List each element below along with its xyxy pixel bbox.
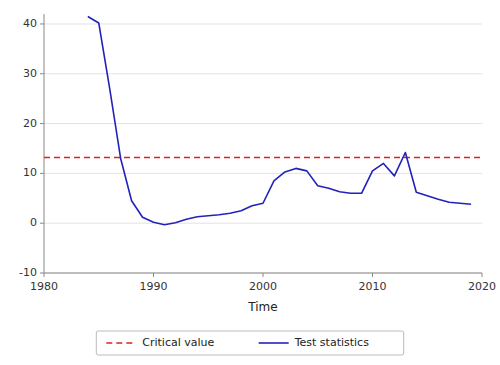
grid-line [44,123,482,124]
x-tick-label: 2000 [249,280,277,293]
legend: Critical value Test statistics [96,331,403,355]
x-tick [482,273,483,277]
grid-line [44,23,482,24]
chart: -10 0 10 20 30 40 1980 1990 2000 2010 2020 Time Crit… [0,0,500,365]
grid-line [44,173,482,174]
legend-swatch [259,342,289,344]
y-tick-label: 0 [30,216,37,229]
grid-line [44,273,482,274]
x-axis-line [44,273,482,274]
x-tick [372,273,373,277]
grid [44,24,482,273]
y-tick [40,73,44,74]
data [44,16,482,224]
x-tick [153,273,154,277]
x-tick-label: 2020 [468,280,496,293]
x-tick [44,273,45,277]
y-tick [40,173,44,174]
y-tick [40,123,44,124]
y-tick-label: 40 [23,17,37,30]
y-axis-line [44,14,45,273]
legend-label: Critical value [142,336,214,349]
grid-line [44,73,482,74]
grid-line [44,223,482,224]
legend-swatch [106,342,136,344]
y-tick-label: 20 [23,117,37,130]
critical-line [44,157,482,159]
y-tick [40,223,44,224]
legend-label: Test statistics [294,336,369,349]
y-tick-label: 10 [23,166,37,179]
x-tick-label: 1990 [140,280,168,293]
x-tick-label: 1980 [30,280,58,293]
y-tick-label: 30 [23,67,37,80]
x-tick [263,273,264,277]
x-axis-label: Time [247,300,277,314]
y-tick [40,273,44,274]
series-line [88,16,471,224]
x-tick-label: 2010 [359,280,387,293]
y-tick-label: -10 [19,266,37,279]
y-tick [40,23,44,24]
legend-box [96,331,403,355]
